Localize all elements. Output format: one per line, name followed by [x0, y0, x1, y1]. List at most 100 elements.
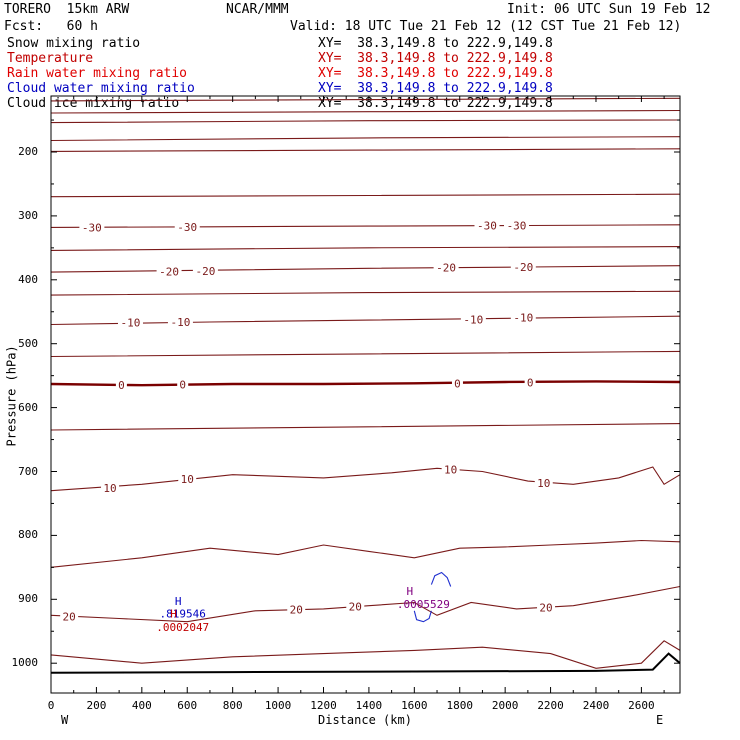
contour-label-bg	[510, 311, 536, 324]
x-tick-label: 2200	[537, 699, 564, 712]
isotherm-line	[50, 246, 681, 251]
contour-label: 0	[527, 377, 534, 390]
isotherm-line	[50, 109, 681, 114]
contour-label-bg	[510, 261, 536, 274]
y-tick-label: 300	[18, 208, 38, 222]
y-tick-label: 600	[18, 400, 38, 414]
contour-label-bg	[178, 473, 197, 486]
contour-label: -20	[159, 265, 179, 278]
isotherm-line	[50, 640, 681, 669]
field-xy-cloud-water: XY= 38.3,149.8 to 222.9,149.8	[318, 81, 553, 96]
contour-label: -30	[507, 219, 527, 232]
contour-label: 0	[179, 379, 186, 392]
x-tick-label: 2000	[491, 699, 519, 712]
field-name-temperature: Temperature	[7, 51, 94, 66]
isotherm-line	[50, 136, 681, 142]
org-label: NCAR/MMM	[226, 2, 289, 17]
contour-label: 10	[181, 473, 194, 486]
x-tick-label: 200	[86, 699, 107, 712]
x-tick-label: 1400	[355, 699, 383, 712]
contour-label: -30	[477, 219, 497, 232]
x-tick-label: 0	[47, 699, 55, 712]
contour-label: 10	[103, 482, 116, 495]
contour-label: 10	[444, 464, 457, 477]
x-tick-label: 2400	[582, 699, 610, 712]
isotherm-line	[50, 119, 681, 124]
contour-label-bg	[534, 477, 553, 490]
x-tick-label: 1000	[264, 699, 292, 712]
y-tick-label: 1000	[11, 656, 39, 670]
contour-label-bg	[101, 482, 120, 495]
model-title: TORERO 15km ARW	[4, 2, 130, 17]
y-tick-label: 200	[18, 145, 38, 158]
contour-label: 0	[118, 379, 125, 392]
tick-layer	[50, 96, 680, 693]
contour-label-bg	[115, 379, 127, 392]
contour-label-bg	[287, 603, 306, 616]
extremum-label: .819546	[160, 607, 206, 620]
cloud-water-contour	[413, 610, 432, 623]
isotherm-line	[50, 193, 681, 198]
x-tick-label: 2600	[628, 699, 655, 712]
cloud-water-contour	[430, 571, 452, 587]
isotherm-line	[50, 585, 681, 623]
extremum-label: H	[406, 585, 413, 598]
contour-label: -10	[170, 316, 190, 329]
field-xy-snow: XY= 38.3,149.8 to 222.9,149.8	[318, 36, 553, 51]
x-tick-label: 800	[222, 699, 243, 712]
contour-label: 10	[537, 477, 550, 490]
contour-label-layer: -30 -30 -30 -30 -20 -20 -20 -20 -10 -10 -10 -10 0 0 0 0…	[60, 219, 556, 634]
contour-label: 20	[290, 604, 303, 617]
y-tick-label: 500	[18, 336, 38, 350]
y-tick-label: 400	[18, 272, 38, 286]
contour-label: -20	[436, 262, 456, 275]
contour-label-bg	[441, 463, 460, 476]
contour-label: 20	[539, 602, 552, 615]
contour-label-bg	[537, 601, 556, 614]
terrain-layer	[50, 652, 681, 674]
contour-label: 20	[349, 600, 362, 613]
contour-label: -10	[463, 313, 483, 326]
isotherm-line	[50, 290, 681, 296]
isotherm-line	[50, 265, 681, 273]
contour-label-bg	[504, 219, 530, 232]
contour-label: 0	[454, 377, 461, 390]
contour-label-bg	[117, 316, 143, 329]
contour-label: 20	[63, 611, 76, 624]
contour-label-bg	[167, 315, 193, 328]
terrain-line	[50, 652, 681, 674]
contour-label: -20	[513, 261, 533, 274]
x-axis-label: Distance (km)	[318, 713, 412, 727]
x-tick-label: 1200	[310, 699, 337, 712]
contour-label: -10	[121, 317, 141, 330]
contour-label-bg	[346, 600, 365, 613]
extremum-label: .0002047	[156, 621, 209, 634]
west-label: W	[61, 713, 69, 727]
isotherm-line	[50, 380, 681, 387]
y-axis-label: Pressure (hPa)	[4, 345, 19, 447]
contour-label-bg	[174, 220, 200, 233]
contour-label-bg	[524, 376, 536, 389]
extremum-label: .0005529	[397, 598, 450, 611]
valid-time: Valid: 18 UTC Tue 21 Feb 12 (12 CST Tue …	[290, 19, 682, 34]
isotherm-line	[50, 97, 681, 102]
cloud-water-layer	[413, 571, 452, 623]
isotherm-line	[50, 224, 681, 228]
isotherm-line	[50, 148, 681, 152]
isotherm-line	[50, 350, 681, 358]
field-xy-rain: XY= 38.3,149.8 to 222.9,149.8	[318, 66, 553, 81]
init-time: Init: 06 UTC Sun 19 Feb 12	[507, 2, 711, 17]
contour-label-bg	[192, 264, 218, 277]
isotherm-line	[50, 315, 681, 326]
contour-label-bg	[460, 313, 486, 326]
contour-label-bg	[177, 378, 189, 391]
contour-label-bg	[474, 219, 500, 232]
y-tick-label: 800	[18, 528, 38, 542]
contour-label: -30	[82, 221, 102, 234]
field-name-snow: Snow mixing ratio	[7, 36, 141, 51]
field-name-cloud-water: Cloud water mixing ratio	[7, 81, 195, 96]
isotherm-line	[50, 539, 681, 568]
contour-label-bg	[156, 265, 182, 278]
contour-label-bg	[60, 610, 79, 623]
